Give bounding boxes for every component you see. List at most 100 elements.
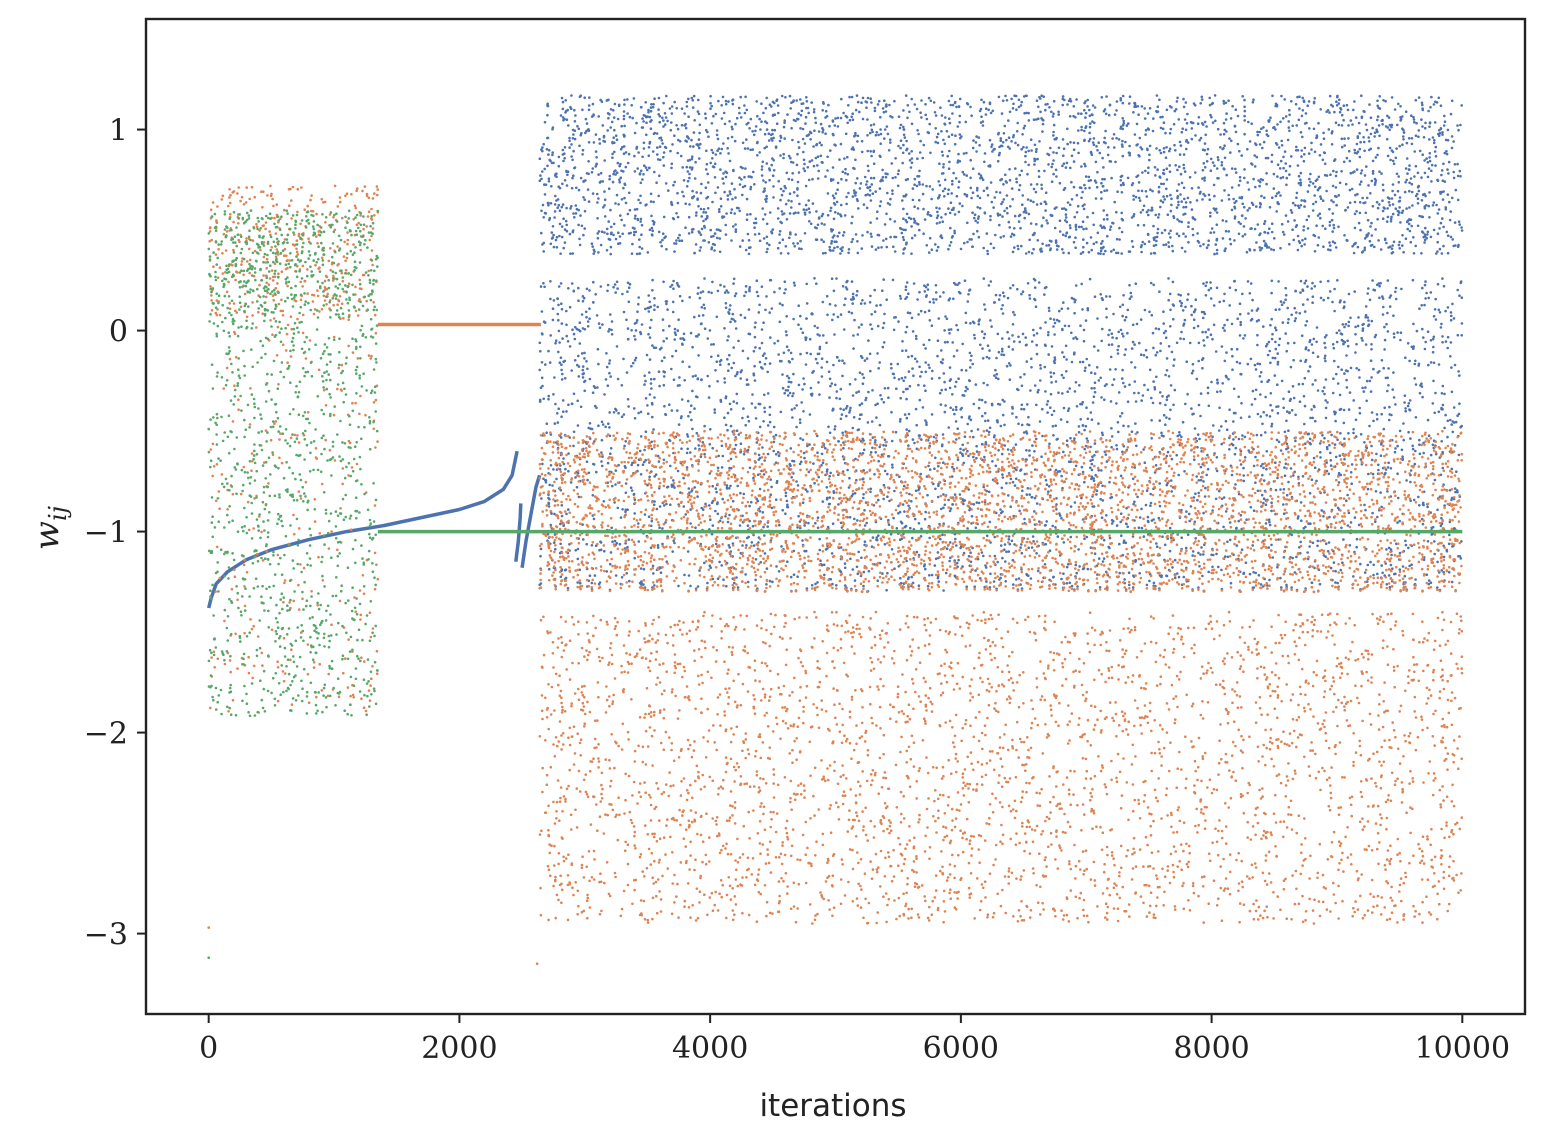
series-0-point bbox=[597, 251, 600, 254]
series-0-point bbox=[1359, 140, 1362, 144]
series-0-point bbox=[1120, 211, 1123, 215]
series-0-point bbox=[824, 132, 827, 135]
series-0-point bbox=[1144, 133, 1147, 136]
series-0-point bbox=[1147, 166, 1150, 169]
series-0-point bbox=[866, 230, 869, 234]
series-0-point bbox=[737, 106, 741, 110]
series-0-point bbox=[765, 194, 768, 198]
series-0-point bbox=[727, 362, 731, 366]
series-0-point bbox=[1083, 101, 1086, 105]
series-0-point bbox=[539, 174, 542, 177]
series-0-point bbox=[576, 399, 579, 403]
series-0-point bbox=[718, 237, 722, 240]
series-0-point bbox=[1380, 359, 1384, 362]
series-0-point bbox=[1005, 99, 1009, 102]
series-0-point bbox=[1399, 116, 1402, 119]
series-0-point bbox=[1157, 190, 1161, 193]
series-0-point bbox=[620, 218, 623, 222]
series-0-point bbox=[1034, 190, 1038, 194]
series-0-point bbox=[1028, 238, 1031, 242]
series-0-point bbox=[1174, 149, 1177, 152]
series-0-point bbox=[943, 195, 946, 198]
series-0-point bbox=[1034, 305, 1038, 309]
series-0-point bbox=[1208, 527, 1212, 531]
series-0-point bbox=[1434, 154, 1438, 158]
series-0-point bbox=[1131, 182, 1135, 185]
series-0-point bbox=[1237, 184, 1241, 187]
series-0-point bbox=[1134, 422, 1137, 425]
series-0-point bbox=[976, 217, 980, 220]
series-0-point bbox=[1182, 163, 1185, 167]
series-0-point bbox=[739, 442, 743, 446]
series-0-point bbox=[1023, 216, 1026, 220]
series-0-point bbox=[1191, 233, 1195, 237]
series-0-point bbox=[854, 134, 857, 137]
series-0-point bbox=[1280, 303, 1284, 307]
series-0-point bbox=[817, 352, 821, 356]
series-0-point bbox=[1045, 483, 1049, 487]
series-0-point bbox=[692, 94, 696, 98]
series-0-point bbox=[587, 160, 590, 163]
series-0-point bbox=[910, 316, 914, 320]
series-0-point bbox=[905, 212, 909, 216]
series-0-point bbox=[996, 159, 1000, 163]
series-0-point bbox=[1274, 141, 1278, 145]
series-0-point bbox=[792, 392, 795, 395]
series-0-point bbox=[704, 186, 708, 189]
series-0-point bbox=[854, 108, 858, 112]
series-0-point bbox=[754, 417, 758, 420]
series-0-point bbox=[1191, 121, 1195, 125]
series-0-point bbox=[1390, 125, 1393, 129]
series-0-point bbox=[836, 188, 839, 191]
series-0-point bbox=[1229, 242, 1233, 246]
series-0-point bbox=[1085, 535, 1089, 539]
series-0-point bbox=[652, 200, 655, 204]
series-0-point bbox=[1378, 95, 1381, 98]
series-0-point bbox=[1284, 115, 1288, 118]
series-0-point bbox=[1298, 95, 1301, 98]
series-0-point bbox=[756, 154, 759, 157]
series-0-point bbox=[1214, 243, 1218, 246]
series-0-point bbox=[1442, 162, 1445, 166]
series-0-point bbox=[1058, 514, 1062, 517]
series-0-point bbox=[578, 329, 582, 333]
series-0-point bbox=[870, 101, 873, 104]
series-0-point bbox=[1410, 182, 1414, 186]
series-0-point bbox=[1305, 218, 1309, 222]
series-0-point bbox=[1439, 127, 1443, 131]
series-0-point bbox=[1083, 162, 1086, 166]
series-0-point bbox=[1119, 98, 1123, 102]
series-0-point bbox=[899, 123, 903, 127]
series-0-point bbox=[1255, 205, 1258, 208]
series-0-point bbox=[1114, 160, 1117, 164]
series-0-point bbox=[963, 435, 967, 439]
series-0-point bbox=[956, 427, 959, 431]
series-0-point bbox=[1094, 181, 1098, 184]
series-0-point bbox=[992, 580, 996, 583]
series-0-point bbox=[1431, 402, 1435, 405]
series-0-point bbox=[613, 539, 617, 543]
series-0-point bbox=[1136, 105, 1140, 108]
series-0-point bbox=[592, 248, 596, 252]
series-0-point bbox=[931, 188, 934, 191]
series-0-point bbox=[553, 376, 556, 379]
series-0-point bbox=[703, 561, 706, 565]
series-0-point bbox=[1412, 236, 1415, 239]
series-0-point bbox=[1396, 521, 1399, 524]
series-0-point bbox=[807, 199, 810, 202]
series-0-point bbox=[1155, 110, 1158, 113]
series-0-point bbox=[1217, 565, 1220, 569]
series-0-point bbox=[776, 104, 780, 107]
series-0-point bbox=[1113, 146, 1116, 149]
series-0-point bbox=[1262, 479, 1266, 482]
series-0-point bbox=[1182, 213, 1185, 216]
series-0-point bbox=[1007, 119, 1010, 122]
series-0-point bbox=[587, 108, 591, 112]
series-0-point bbox=[873, 109, 877, 113]
series-0-point bbox=[1386, 154, 1390, 158]
series-0-point bbox=[910, 157, 914, 160]
series-0-point bbox=[1396, 444, 1399, 448]
series-0-point bbox=[1240, 214, 1244, 218]
series-0-point bbox=[1429, 581, 1433, 584]
series-0-point bbox=[1415, 121, 1418, 125]
